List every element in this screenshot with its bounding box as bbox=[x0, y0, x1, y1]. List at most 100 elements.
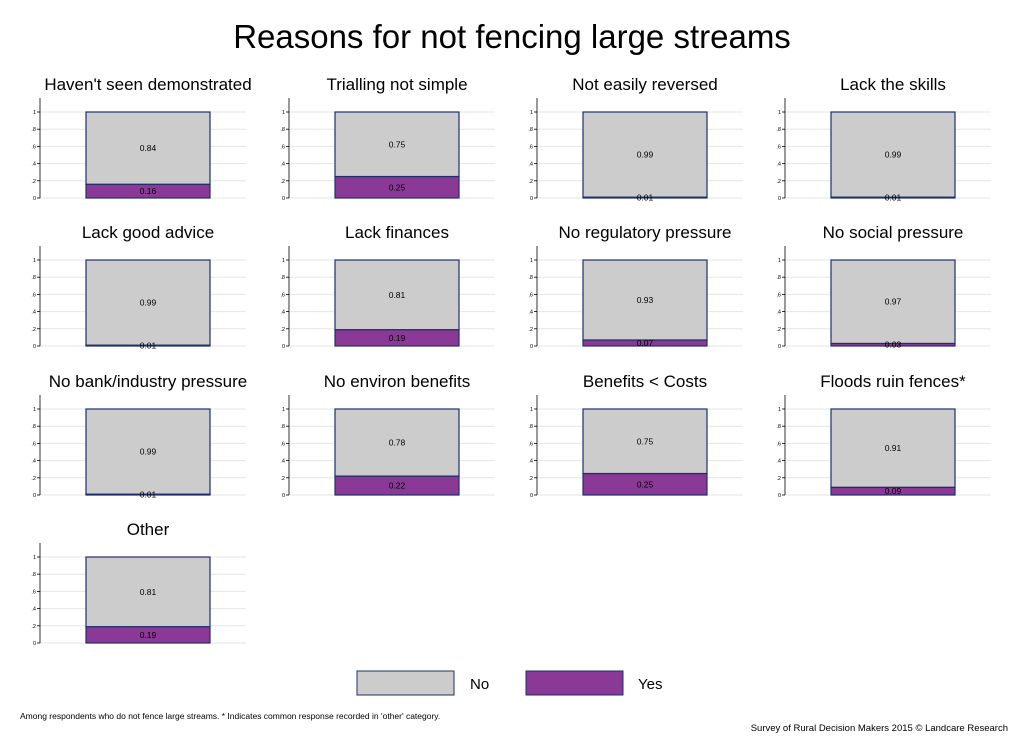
data-label-no: 0.81 bbox=[389, 290, 406, 300]
y-tick-label: .4 bbox=[776, 459, 781, 465]
data-label-yes: 0.01 bbox=[637, 193, 654, 203]
y-tick-label: 1 bbox=[778, 258, 781, 264]
panel-title: Lack the skills bbox=[840, 75, 946, 94]
bar-no bbox=[334, 408, 460, 477]
y-tick-label: .2 bbox=[776, 476, 781, 482]
panels-grid: Haven't seen demonstrated 0 .2 .4 .6 .8 1 0.84 0… bbox=[31, 75, 991, 647]
y-tick-label: .6 bbox=[31, 589, 36, 595]
source-credit: Survey of Rural Decision Makers 2015 © L… bbox=[751, 723, 1008, 734]
y-tick-label: .4 bbox=[31, 607, 36, 613]
bar-no bbox=[85, 111, 211, 185]
y-tick-label: .2 bbox=[280, 327, 285, 333]
y-tick-label: 0 bbox=[33, 493, 36, 499]
data-label-no: 0.97 bbox=[885, 297, 902, 307]
y-tick-label: .8 bbox=[528, 424, 533, 430]
y-tick-label: 0 bbox=[530, 344, 533, 350]
panel-title: Not easily reversed bbox=[572, 75, 718, 94]
panel-title: Trialling not simple bbox=[326, 75, 467, 94]
data-label-yes: 0.16 bbox=[140, 186, 157, 196]
bar-no bbox=[334, 111, 460, 178]
y-tick-label: 0 bbox=[778, 196, 781, 202]
data-label-yes: 0.25 bbox=[389, 182, 406, 192]
bar-no bbox=[85, 408, 211, 495]
y-tick-label: .4 bbox=[31, 310, 36, 316]
y-tick-label: .2 bbox=[528, 327, 533, 333]
y-tick-label: .2 bbox=[280, 179, 285, 185]
y-tick-label: 1 bbox=[778, 407, 781, 413]
data-label-yes: 0.22 bbox=[389, 481, 406, 491]
y-tick-label: .8 bbox=[31, 424, 36, 430]
bar-no bbox=[85, 259, 211, 346]
y-tick-label: 0 bbox=[530, 196, 533, 202]
panel-title: No regulatory pressure bbox=[559, 223, 732, 242]
bar-no bbox=[830, 111, 956, 198]
bar-no bbox=[582, 259, 708, 341]
data-label-no: 0.99 bbox=[885, 150, 902, 160]
panel-title: No bank/industry pressure bbox=[49, 372, 247, 391]
bar-no bbox=[582, 408, 708, 475]
panel-9: No bank/industry pressure 0 .2 .4 .6 .8 1 0.99 0… bbox=[31, 372, 247, 500]
y-tick-label: .4 bbox=[528, 459, 533, 465]
data-label-yes: 0.01 bbox=[885, 193, 902, 203]
y-tick-label: .2 bbox=[280, 476, 285, 482]
data-label-no: 0.99 bbox=[140, 298, 157, 308]
legend-swatch-yes bbox=[525, 670, 624, 696]
panel-6: Lack finances 0 .2 .4 .6 .8 1 0.81 0.19 bbox=[280, 223, 495, 350]
panel-13: Other 0 .2 .4 .6 .8 1 0.81 0.19 bbox=[31, 520, 246, 647]
y-tick-label: .6 bbox=[280, 292, 285, 298]
data-label-yes: 0.01 bbox=[140, 341, 157, 351]
y-tick-label: .2 bbox=[31, 476, 36, 482]
legend: No Yes bbox=[356, 670, 662, 696]
bar-no bbox=[830, 408, 956, 488]
y-tick-label: 0 bbox=[282, 493, 285, 499]
panel-title: Haven't seen demonstrated bbox=[44, 75, 251, 94]
bar-no bbox=[334, 259, 460, 331]
y-tick-label: 1 bbox=[33, 258, 36, 264]
y-tick-label: 1 bbox=[282, 110, 285, 116]
y-tick-label: .6 bbox=[280, 441, 285, 447]
y-tick-label: .8 bbox=[31, 275, 36, 281]
panel-title: Benefits < Costs bbox=[583, 372, 707, 391]
data-label-yes: 0.03 bbox=[885, 340, 902, 350]
y-tick-label: .8 bbox=[31, 127, 36, 133]
y-tick-label: .8 bbox=[776, 127, 781, 133]
panel-title: Lack finances bbox=[345, 223, 449, 242]
y-tick-label: .6 bbox=[528, 144, 533, 150]
y-tick-label: .6 bbox=[31, 144, 36, 150]
legend-label-yes: Yes bbox=[638, 676, 662, 693]
y-tick-label: .2 bbox=[776, 179, 781, 185]
y-tick-label: .8 bbox=[776, 424, 781, 430]
y-tick-label: .4 bbox=[280, 162, 285, 168]
y-tick-label: 1 bbox=[530, 110, 533, 116]
y-tick-label: 0 bbox=[282, 196, 285, 202]
y-tick-label: .4 bbox=[31, 459, 36, 465]
y-tick-label: .8 bbox=[31, 572, 36, 578]
bar-no bbox=[582, 111, 708, 198]
y-tick-label: 0 bbox=[778, 344, 781, 350]
data-label-no: 0.99 bbox=[140, 447, 157, 457]
y-tick-label: 1 bbox=[33, 407, 36, 413]
panel-12: Floods ruin fences* 0 .2 .4 .6 .8 1 0.91 0.09 bbox=[776, 372, 991, 499]
y-tick-label: 1 bbox=[33, 555, 36, 561]
panel-10: No environ benefits 0 .2 .4 .6 .8 1 0.78 0.22 bbox=[280, 372, 495, 499]
data-label-no: 0.75 bbox=[637, 436, 654, 446]
y-tick-label: .4 bbox=[528, 162, 533, 168]
data-label-yes: 0.19 bbox=[140, 630, 157, 640]
y-tick-label: .2 bbox=[31, 327, 36, 333]
y-tick-label: 0 bbox=[33, 196, 36, 202]
y-tick-label: 0 bbox=[33, 641, 36, 647]
panel-1: Haven't seen demonstrated 0 .2 .4 .6 .8 1 0.84 0… bbox=[31, 75, 251, 202]
data-label-no: 0.91 bbox=[885, 443, 902, 453]
panel-title: Floods ruin fences* bbox=[820, 372, 966, 391]
data-label-no: 0.99 bbox=[637, 150, 654, 160]
panel-8: No social pressure 0 .2 .4 .6 .8 1 0.97 0.03 bbox=[776, 223, 991, 350]
y-tick-label: 1 bbox=[778, 110, 781, 116]
y-tick-label: .2 bbox=[528, 179, 533, 185]
y-tick-label: .4 bbox=[776, 162, 781, 168]
data-label-no: 0.78 bbox=[389, 438, 406, 448]
legend-label-no: No bbox=[470, 676, 489, 693]
y-tick-label: 0 bbox=[778, 493, 781, 499]
y-tick-label: 1 bbox=[530, 258, 533, 264]
data-label-no: 0.93 bbox=[637, 295, 654, 305]
